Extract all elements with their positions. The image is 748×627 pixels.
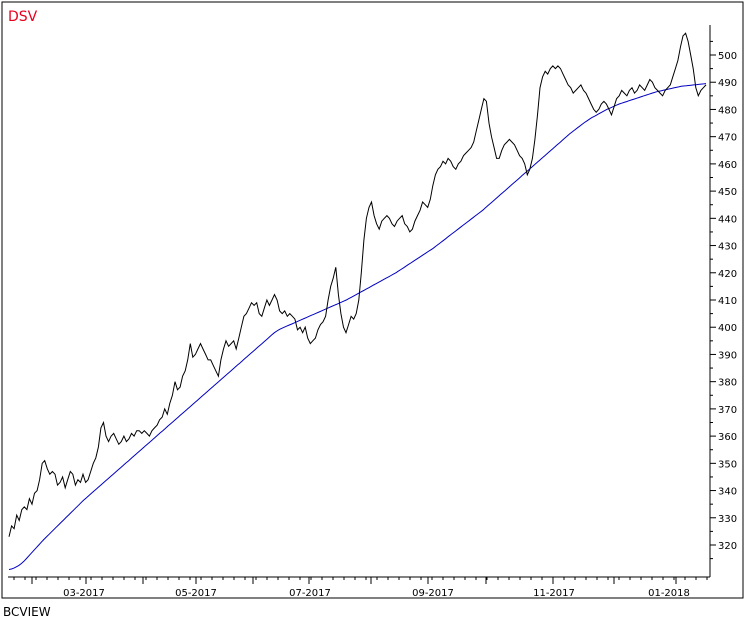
y-tick-label: 400: [718, 323, 737, 334]
y-tick-label: 500: [718, 51, 737, 62]
y-tick-label: 370: [718, 405, 737, 416]
y-tick-label: 330: [718, 514, 737, 525]
price-line: [8, 32, 707, 537]
x-tick-label: 05-2017: [175, 588, 217, 599]
y-tick-label: 440: [718, 214, 737, 225]
y-tick-label: 320: [718, 541, 737, 552]
x-tick-label: 03-2017: [63, 588, 105, 599]
y-tick-label: 360: [718, 432, 737, 443]
y-tick-label: 420: [718, 269, 737, 280]
x-axis-ticks: 03-2017 05-2017 07-2017 09-2017 11-2017 01-20…: [13, 577, 708, 599]
y-tick-label: 380: [718, 378, 737, 389]
moving-average-line: [8, 83, 707, 570]
brand-label: BCVIEW: [3, 605, 51, 619]
y-tick-label: 390: [718, 350, 737, 361]
y-tick-label: 480: [718, 105, 737, 116]
x-tick-label: 07-2017: [289, 588, 331, 599]
y-tick-label: 450: [718, 187, 737, 198]
x-tick-label: 11-2017: [533, 588, 575, 599]
y-tick-label: 490: [718, 78, 737, 89]
y-tick-label: 350: [718, 459, 737, 470]
y-axis-ticks: 320 330 340 350 360 370 380 390 400 410 420 430 440 4…: [710, 40, 737, 560]
y-tick-label: 410: [718, 296, 737, 307]
y-tick-label: 470: [718, 133, 737, 144]
y-tick-label: 460: [718, 160, 737, 171]
y-tick-label: 430: [718, 242, 737, 253]
x-tick-label: 01-2018: [648, 588, 690, 599]
chart-title: DSV: [8, 9, 38, 25]
x-tick-label: 09-2017: [412, 588, 454, 599]
chart-frame: [1, 1, 744, 599]
y-tick-label: 340: [718, 487, 737, 498]
